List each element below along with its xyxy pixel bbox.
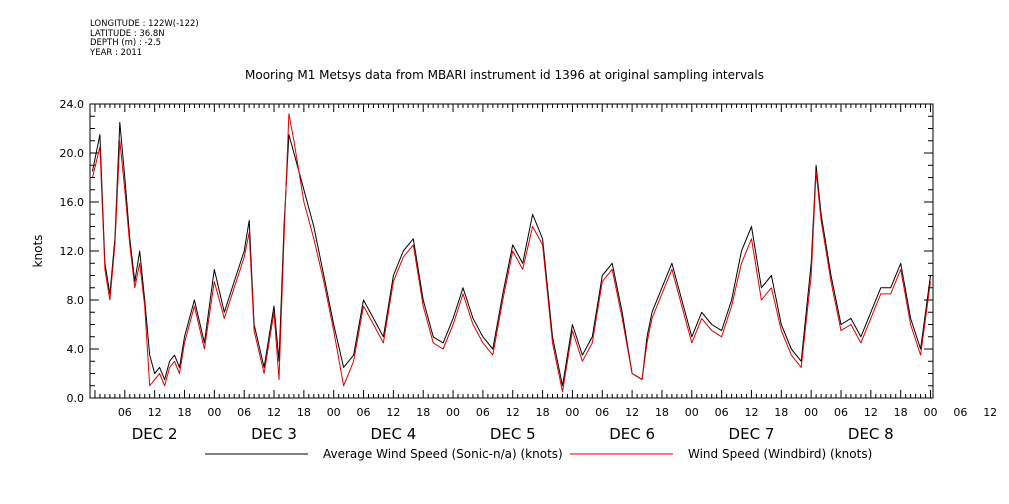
x-tick-label: 06 — [357, 406, 371, 419]
x-tick-label: 12 — [506, 406, 520, 419]
x-tick-label: 00 — [327, 406, 341, 419]
metadata-line-latitude: LATITUDE : 36.8N — [90, 28, 165, 39]
x-day-label: DEC 7 — [729, 425, 775, 443]
x-tick-label: 06 — [834, 406, 848, 419]
y-axis-label: knots — [31, 235, 45, 268]
x-tick-label: 00 — [804, 406, 818, 419]
series-layer — [92, 113, 931, 393]
x-tick-label: 12 — [386, 406, 400, 419]
y-tick-label: 0.0 — [67, 392, 85, 405]
x-tick-label: 06 — [715, 406, 729, 419]
legend-label-average-wind-speed: Average Wind Speed (Sonic-n/a) (knots) — [323, 447, 563, 461]
x-tick-label: 18 — [416, 406, 430, 419]
x-tick-label: 06 — [476, 406, 490, 419]
y-tick-label: 8.0 — [67, 294, 85, 307]
x-tick-label: 18 — [536, 406, 550, 419]
x-tick-label: 00 — [565, 406, 579, 419]
x-tick-label: 18 — [894, 406, 908, 419]
y-tick-label: 16.0 — [60, 196, 85, 209]
x-tick-label: 06 — [953, 406, 967, 419]
x-day-label: DEC 4 — [370, 425, 416, 443]
x-tick-label: 12 — [983, 406, 997, 419]
x-day-label: DEC 3 — [251, 425, 297, 443]
y-tick-label: 24.0 — [60, 98, 85, 111]
x-tick-label: 12 — [864, 406, 878, 419]
x-day-label: DEC 8 — [848, 425, 894, 443]
x-tick-label: 18 — [297, 406, 311, 419]
x-tick-label: 12 — [267, 406, 281, 419]
metadata-block: LONGITUDE : 122W(-122) LATITUDE : 36.8N … — [90, 19, 199, 58]
legend-label-wind-speed-windbird: Wind Speed (Windbird) (knots) — [688, 447, 872, 461]
y-tick-label: 12.0 — [60, 245, 85, 258]
x-tick-label: 18 — [774, 406, 788, 419]
metadata-line-year: YEAR : 2011 — [90, 47, 143, 58]
x-tick-label: 18 — [177, 406, 191, 419]
chart-title: Mooring M1 Metsys data from MBARI instru… — [245, 68, 764, 82]
x-day-label: DEC 5 — [490, 425, 536, 443]
x-axis: 06 12 18 00 06 12 18 00 06 12 18 00 06 12 18 00 06 12 18 00… — [94, 104, 997, 443]
y-tick-label: 20.0 — [60, 147, 85, 160]
x-tick-label: 00 — [924, 406, 938, 419]
x-tick-label: 06 — [237, 406, 251, 419]
metadata-line-longitude: LONGITUDE : 122W(-122) — [90, 19, 199, 29]
x-tick-label: 00 — [685, 406, 699, 419]
y-tick-label: 4.0 — [67, 343, 85, 356]
x-day-label: DEC 2 — [132, 425, 178, 443]
x-tick-label: 00 — [446, 406, 460, 419]
y-axis: 0.0 4.0 8.0 12.0 16.0 20.0 24.0 — [60, 98, 933, 405]
x-tick-label: 06 — [118, 406, 132, 419]
x-tick-label: 18 — [655, 406, 669, 419]
series-line-average-wind-speed — [92, 121, 931, 387]
legend: Average Wind Speed (Sonic-n/a) (knots) W… — [205, 447, 872, 461]
x-day-label: DEC 6 — [609, 425, 655, 443]
metadata-line-depth: DEPTH (m) : -2.5 — [90, 38, 162, 48]
series-line-wind-speed-windbird — [92, 113, 931, 393]
x-tick-label: 12 — [625, 406, 639, 419]
x-tick-label: 06 — [595, 406, 609, 419]
x-tick-label: 12 — [744, 406, 758, 419]
x-tick-label: 12 — [148, 406, 162, 419]
x-tick-label: 00 — [207, 406, 221, 419]
